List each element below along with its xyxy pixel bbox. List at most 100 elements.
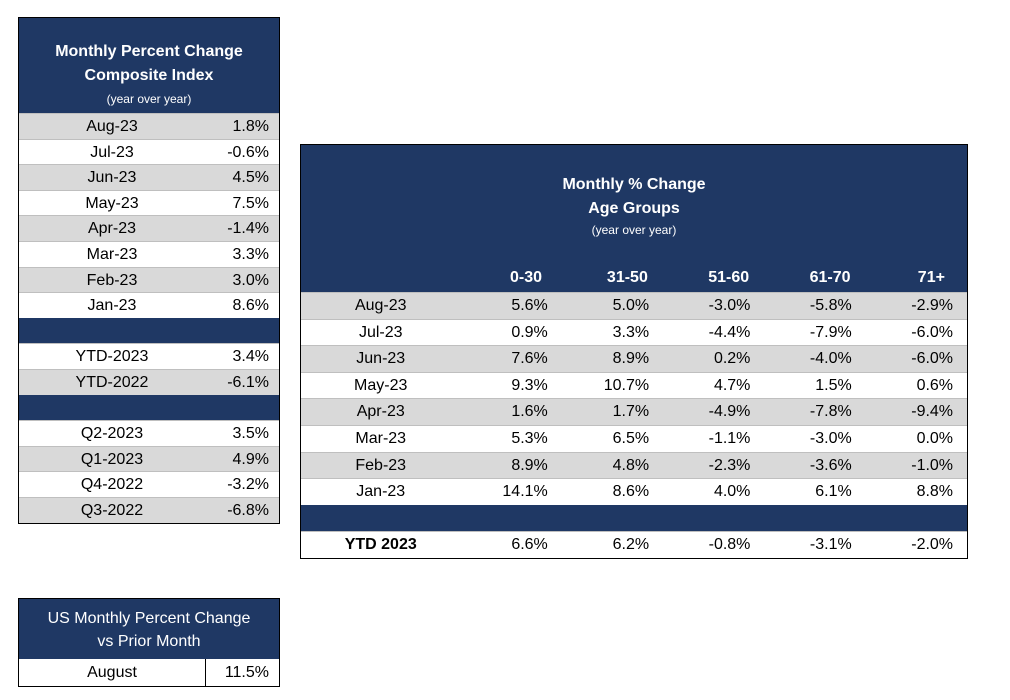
composite-ytd-rows: YTD-2023 3.4% YTD-2022 -6.1% (19, 343, 279, 395)
row-label: Aug-23 (86, 118, 138, 135)
cell-value: -6.0% (911, 323, 954, 341)
composite-header: Monthly Percent Change Composite Index (… (19, 18, 279, 113)
cell-value: -6.1% (227, 373, 269, 391)
cell-value: 6.1% (815, 483, 852, 501)
cell-value: 3.0% (232, 271, 269, 289)
cell-value: -1.0% (911, 456, 954, 474)
cell-value: -3.0% (708, 297, 751, 314)
row-label: Jan-23 (356, 483, 406, 501)
cell-value: 5.0% (612, 297, 650, 314)
composite-title-line2: Composite Index (84, 67, 214, 84)
row-label: YTD-2022 (75, 373, 149, 391)
table-row: Q3-2022 -6.8% (19, 496, 279, 523)
cell-value: 1.6% (511, 403, 548, 421)
cell-value: 1.8% (232, 118, 269, 135)
cell-value: -4.0% (809, 350, 852, 368)
row-label: Jul-23 (358, 323, 403, 341)
cell-value: -2.3% (708, 456, 751, 474)
cell-value: 4.9% (232, 450, 269, 468)
age-groups-title-line1: Monthly % Change (562, 176, 706, 193)
cell-value: 4.0% (713, 483, 751, 501)
table-row: Jul-23 0.9% 3.3% -4.4% -7.9% -6.0% (301, 318, 967, 346)
column-header: 31-50 (606, 269, 648, 286)
row-label: May-23 (354, 376, 408, 394)
column-header: 71+ (917, 269, 945, 286)
row-label: August (19, 659, 206, 686)
row-label: Jun-23 (356, 350, 406, 368)
age-groups-header: Monthly % Change Age Groups (year over y… (301, 145, 967, 292)
row-label: Q4-2022 (80, 476, 144, 494)
section-divider (19, 394, 279, 421)
cell-value: -2.9% (911, 297, 954, 314)
composite-quarter-rows: Q2-2023 3.5% Q1-2023 4.9% Q4-2022 -3.2% Q3-202… (19, 420, 279, 523)
cell-value: -7.8% (809, 403, 852, 421)
composite-index-table: Monthly Percent Change Composite Index (… (18, 17, 280, 524)
row-label: Feb-23 (86, 271, 138, 289)
row-label: Jul-23 (90, 143, 134, 161)
row-label: Apr-23 (356, 403, 405, 421)
cell-value: -3.1% (809, 536, 852, 554)
table-row: YTD-2023 3.4% (19, 343, 279, 369)
age-groups-rows: Aug-23 5.6% 5.0% -3.0% -5.8% -2.9% Jul-23 0.9% 3… (301, 292, 967, 505)
cell-value: 4.7% (713, 376, 751, 394)
cell-value: -6.0% (911, 350, 954, 368)
cell-value: -5.8% (809, 297, 852, 314)
table-row: May-23 7.5% (19, 189, 279, 216)
section-divider (301, 504, 967, 532)
cell-value: 8.8% (916, 483, 954, 501)
row-label: Jan-23 (87, 297, 137, 315)
row-label: Q2-2023 (80, 425, 144, 443)
cell-value: 4.5% (232, 169, 269, 187)
us-monthly-table: US Monthly Percent Change vs Prior Month… (18, 598, 280, 687)
cell-value: 6.6% (511, 536, 548, 554)
table-row: Apr-23 -1.4% (19, 215, 279, 241)
cell-value: 0.0% (916, 429, 954, 447)
row-label: Mar-23 (355, 429, 407, 447)
cell-value: 1.7% (612, 403, 650, 421)
table-row: Jan-23 8.6% (19, 292, 279, 318)
cell-value: -7.9% (809, 323, 852, 341)
column-header: 51-60 (708, 269, 750, 286)
cell-value: 8.9% (612, 350, 650, 368)
composite-subtitle: (year over year) (106, 92, 192, 106)
cell-value: 6.2% (612, 536, 650, 554)
cell-value: 11.5% (224, 664, 269, 681)
row-label: Apr-23 (87, 220, 137, 238)
cell-value: -3.2% (227, 476, 269, 494)
table-row: Jul-23 -0.6% (19, 138, 279, 165)
table-row: August 11.5% (19, 659, 279, 686)
cell-value: -1.1% (708, 429, 751, 447)
cell-value: 9.3% (511, 376, 548, 394)
table-row: Jan-23 14.1% 8.6% 4.0% 6.1% 8.8% (301, 478, 967, 505)
cell-value: 7.6% (511, 350, 548, 368)
cell-value: -4.4% (708, 323, 751, 341)
table-row: Jun-23 7.6% 8.9% 0.2% -4.0% -6.0% (301, 345, 967, 372)
us-monthly-title-line1: US Monthly Percent Change (47, 610, 251, 627)
table-row: Jun-23 4.5% (19, 164, 279, 190)
row-label: May-23 (85, 194, 139, 212)
table-row: Aug-23 5.6% 5.0% -3.0% -5.8% -2.9% (301, 292, 967, 319)
table-row: Q1-2023 4.9% (19, 445, 279, 472)
composite-monthly-rows: Aug-23 1.8% Jul-23 -0.6% Jun-23 4.5% May-23 7.5… (19, 113, 279, 318)
cell-value: -4.9% (708, 403, 751, 421)
age-groups-column-headers: 0-30 31-50 51-60 61-70 71+ (301, 266, 967, 290)
cell-value: 8.9% (511, 456, 548, 474)
cell-value: -3.6% (809, 456, 852, 474)
row-label: Aug-23 (354, 297, 407, 314)
table-row: Apr-23 1.6% 1.7% -4.9% -7.8% -9.4% (301, 398, 967, 425)
table-row: Feb-23 3.0% (19, 266, 279, 293)
cell-value: 3.3% (232, 245, 269, 263)
table-row: Mar-23 5.3% 6.5% -1.1% -3.0% 0.0% (301, 424, 967, 452)
cell-value: 0.9% (511, 323, 548, 341)
cell-value: -3.0% (809, 429, 852, 447)
cell-value: 3.4% (232, 348, 269, 366)
cell-value: -9.4% (911, 403, 954, 421)
row-label: YTD-2023 (75, 348, 149, 366)
table-row: May-23 9.3% 10.7% 4.7% 1.5% 0.6% (301, 371, 967, 399)
cell-value: -0.6% (227, 143, 269, 161)
us-monthly-header: US Monthly Percent Change vs Prior Month (19, 599, 279, 659)
age-groups-title-line2: Age Groups (588, 200, 680, 217)
table-row: Feb-23 8.9% 4.8% -2.3% -3.6% -1.0% (301, 451, 967, 479)
row-label: Mar-23 (86, 245, 138, 263)
cell-value: -6.8% (227, 501, 269, 519)
